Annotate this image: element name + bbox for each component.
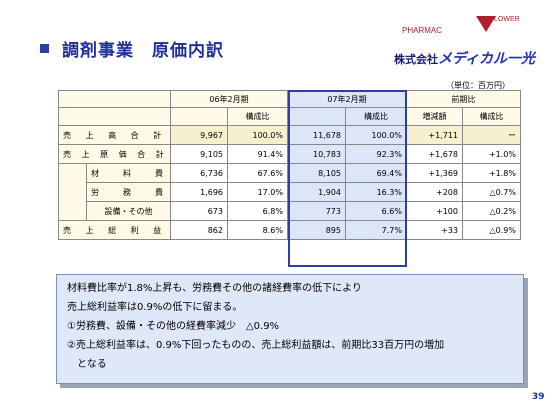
cell-value: 100.0% (345, 125, 407, 145)
table-row: 売 上 高 合 計 9,967 100.0% 11,678 100.0% +1,… (58, 125, 521, 145)
cell-value: 69.4% (345, 163, 407, 183)
cell-value: 773 (287, 201, 346, 221)
header-yoy: 前期比 (406, 90, 521, 108)
cell-value: △0.7% (462, 182, 521, 202)
commentary-line: となる (67, 359, 107, 370)
cell-value: 9,967 (170, 125, 228, 145)
commentary-line: 材料費比率が1.8%上昇も、労務費その他の諸経費率の低下により (67, 283, 362, 294)
logo-flower-icon (476, 16, 496, 32)
cost-breakdown-table: 06年2月期 07年2月期 前期比 構成比 構成比 増減額 構成比 売 上 高 … (58, 90, 521, 268)
table-row: 売 上 総 利 益 862 8.6% 895 7.7% +33 △0.9% (58, 220, 521, 240)
subheader-ratio-yoy: 構成比 (462, 107, 521, 126)
cell-value: +33 (406, 220, 463, 240)
cell-value: ー (462, 125, 521, 145)
cell-value: 862 (170, 220, 228, 240)
logo-text-flower: LOWER (494, 16, 520, 23)
cell-value: 9,105 (170, 144, 228, 164)
row-label: 売 上 高 合 計 (58, 125, 171, 145)
table-row: 労 務 費 1,696 17.0% 1,904 16.3% +208 △0.7% (58, 182, 521, 202)
cell-value: 100.0% (227, 125, 288, 145)
cell-value: +1.8% (462, 163, 521, 183)
commentary-line: 売上総利益率は0.9%の低下に留まる。 (67, 302, 243, 313)
row-label: 売 上 原 価 合 計 (58, 144, 171, 164)
row-label: 売 上 総 利 益 (58, 220, 171, 240)
table-row: 設備・その他 673 6.8% 773 6.6% +100 △0.2% (58, 201, 521, 221)
cell-value: 6.6% (345, 201, 407, 221)
table-header-row: 06年2月期 07年2月期 前期比 (58, 90, 521, 108)
cell-value: 91.4% (227, 144, 288, 164)
commentary-box: 材料費比率が1.8%上昇も、労務費その他の諸経費率の低下により 売上総利益率は0… (56, 274, 524, 384)
logo-text-pharmac: PHARMAC (402, 26, 443, 35)
subheader-ratio-07: 構成比 (345, 107, 407, 126)
page-title: 調剤事業 原価内訳 (62, 41, 224, 61)
page-number: 39 (532, 392, 545, 402)
cell-value: +208 (406, 182, 463, 202)
cell-value: 92.3% (345, 144, 407, 164)
cell-value: 10,783 (287, 144, 346, 164)
subheader-diff: 増減額 (406, 107, 463, 126)
cell-value: 11,678 (287, 125, 346, 145)
cell-value: +1,678 (406, 144, 463, 164)
company-name: 株式会社メディカル一光 (394, 48, 535, 68)
cell-value: 7.7% (345, 220, 407, 240)
unit-label: （単位：百万円） (446, 81, 510, 90)
header-fy06: 06年2月期 (170, 90, 288, 108)
row-label: 材 料 費 (86, 163, 171, 183)
company-brand: メディカル一光 (438, 51, 536, 67)
cell-value: △0.9% (462, 220, 521, 240)
cell-value: 67.6% (227, 163, 288, 183)
indent-cell (58, 201, 87, 221)
commentary-line: ②売上総利益率は、0.9%下回ったものの、売上総利益額は、前期比33百万円の増加 (67, 340, 445, 351)
header-blank (58, 90, 171, 108)
cell-value: 895 (287, 220, 346, 240)
company-prefix: 株式会社 (394, 53, 438, 66)
indent-cell (58, 163, 87, 183)
cell-value: +1,711 (406, 125, 463, 145)
table-subheader-row: 構成比 構成比 増減額 構成比 (58, 107, 521, 126)
cell-value: +1.0% (462, 144, 521, 164)
cell-value: 6.8% (227, 201, 288, 221)
cell-value: 8.6% (227, 220, 288, 240)
subheader-ratio-06: 構成比 (227, 107, 288, 126)
row-label: 労 務 費 (86, 182, 171, 202)
cell-value: 1,904 (287, 182, 346, 202)
cell-value: 16.3% (345, 182, 407, 202)
indent-cell (58, 182, 87, 202)
header-fy07: 07年2月期 (287, 90, 407, 108)
cell-value: +1,369 (406, 163, 463, 183)
cell-value: △0.2% (462, 201, 521, 221)
title-bullet (40, 44, 49, 53)
cell-value: 6,736 (170, 163, 228, 183)
cell-value: 8,105 (287, 163, 346, 183)
company-logo: PHARMAC LOWER 株式会社メディカル一光 (392, 12, 552, 74)
row-label: 設備・その他 (86, 201, 171, 221)
table-row: 売 上 原 価 合 計 9,105 91.4% 10,783 92.3% +1,… (58, 144, 521, 164)
cell-value: +100 (406, 201, 463, 221)
cell-value: 1,696 (170, 182, 228, 202)
cell-value: 17.0% (227, 182, 288, 202)
commentary-line: ①労務費、設備・その他の経費率減少 △0.9% (67, 321, 280, 332)
cell-value: 673 (170, 201, 228, 221)
subheader-blank (58, 107, 171, 126)
subheader-blank-06 (170, 107, 228, 126)
subheader-blank-07 (287, 107, 346, 126)
table-row: 材 料 費 6,736 67.6% 8,105 69.4% +1,369 +1.… (58, 163, 521, 183)
